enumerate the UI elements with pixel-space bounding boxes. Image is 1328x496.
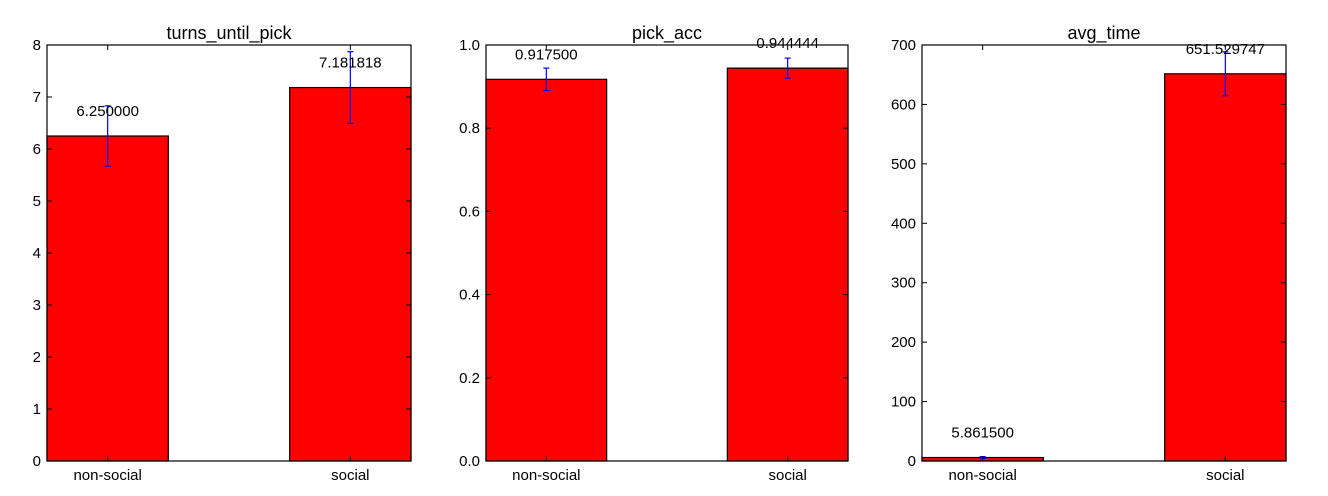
y-tick-label: 0.4 — [459, 287, 480, 304]
data-label: 0.944444 — [756, 35, 819, 52]
axes-frame — [46, 44, 412, 462]
y-tick-label: 8 — [33, 37, 41, 54]
y-tick-label: 300 — [891, 275, 916, 292]
y-tick-label: 2 — [33, 349, 41, 366]
data-label: 6.250000 — [76, 103, 139, 120]
chart-title: turns_until_pick — [166, 23, 292, 44]
y-tick-label: 1.0 — [459, 37, 480, 54]
y-tick-label: 3 — [33, 297, 41, 314]
x-tick-label: non-social — [948, 467, 1016, 484]
y-tick-label: 100 — [891, 394, 916, 411]
axes-frame — [485, 44, 849, 462]
y-tick-label: 0.6 — [459, 203, 480, 220]
y-tick-label: 0.0 — [459, 453, 480, 470]
y-tick-label: 0 — [33, 453, 41, 470]
y-tick-label: 0.8 — [459, 120, 480, 137]
y-tick-label: 0 — [908, 453, 916, 470]
data-label: 0.917500 — [515, 46, 578, 63]
y-tick-label: 6 — [33, 141, 41, 158]
bar — [289, 86, 412, 462]
y-tick-label: 4 — [33, 245, 41, 262]
y-tick-label: 400 — [891, 215, 916, 232]
y-tick-label: 5 — [33, 193, 41, 210]
chart-title: avg_time — [1067, 23, 1140, 44]
axes-frame — [921, 44, 1287, 462]
data-label: 5.861500 — [951, 425, 1014, 442]
data-label: 7.181818 — [319, 55, 382, 72]
y-tick-label: 1 — [33, 401, 41, 418]
y-tick-label: 700 — [891, 37, 916, 54]
subplot-pick-acc: pick_acc 0.917500 non-social 0.944444 socia… — [459, 23, 849, 484]
bar — [1164, 73, 1287, 462]
x-tick-label: social — [331, 467, 369, 484]
y-tick-label: 0.2 — [459, 370, 480, 387]
bar — [46, 135, 169, 462]
x-tick-label: social — [768, 467, 806, 484]
x-tick-label: non-social — [73, 467, 141, 484]
x-tick-label: non-social — [512, 467, 580, 484]
subplot-avg-time: avg_time 5.861500non-social651.529747soc… — [891, 23, 1287, 484]
y-tick-label: 500 — [891, 156, 916, 173]
chart-title: pick_acc — [632, 23, 702, 44]
y-tick-label: 7 — [33, 89, 41, 106]
subplot-turns-until-pick: turns_until_pick 6.250000 non-social 7.181… — [33, 23, 412, 484]
bar — [726, 67, 849, 462]
bar — [485, 78, 608, 462]
x-tick-label: social — [1206, 467, 1244, 484]
y-tick-label: 200 — [891, 334, 916, 351]
y-tick-label: 600 — [891, 96, 916, 113]
